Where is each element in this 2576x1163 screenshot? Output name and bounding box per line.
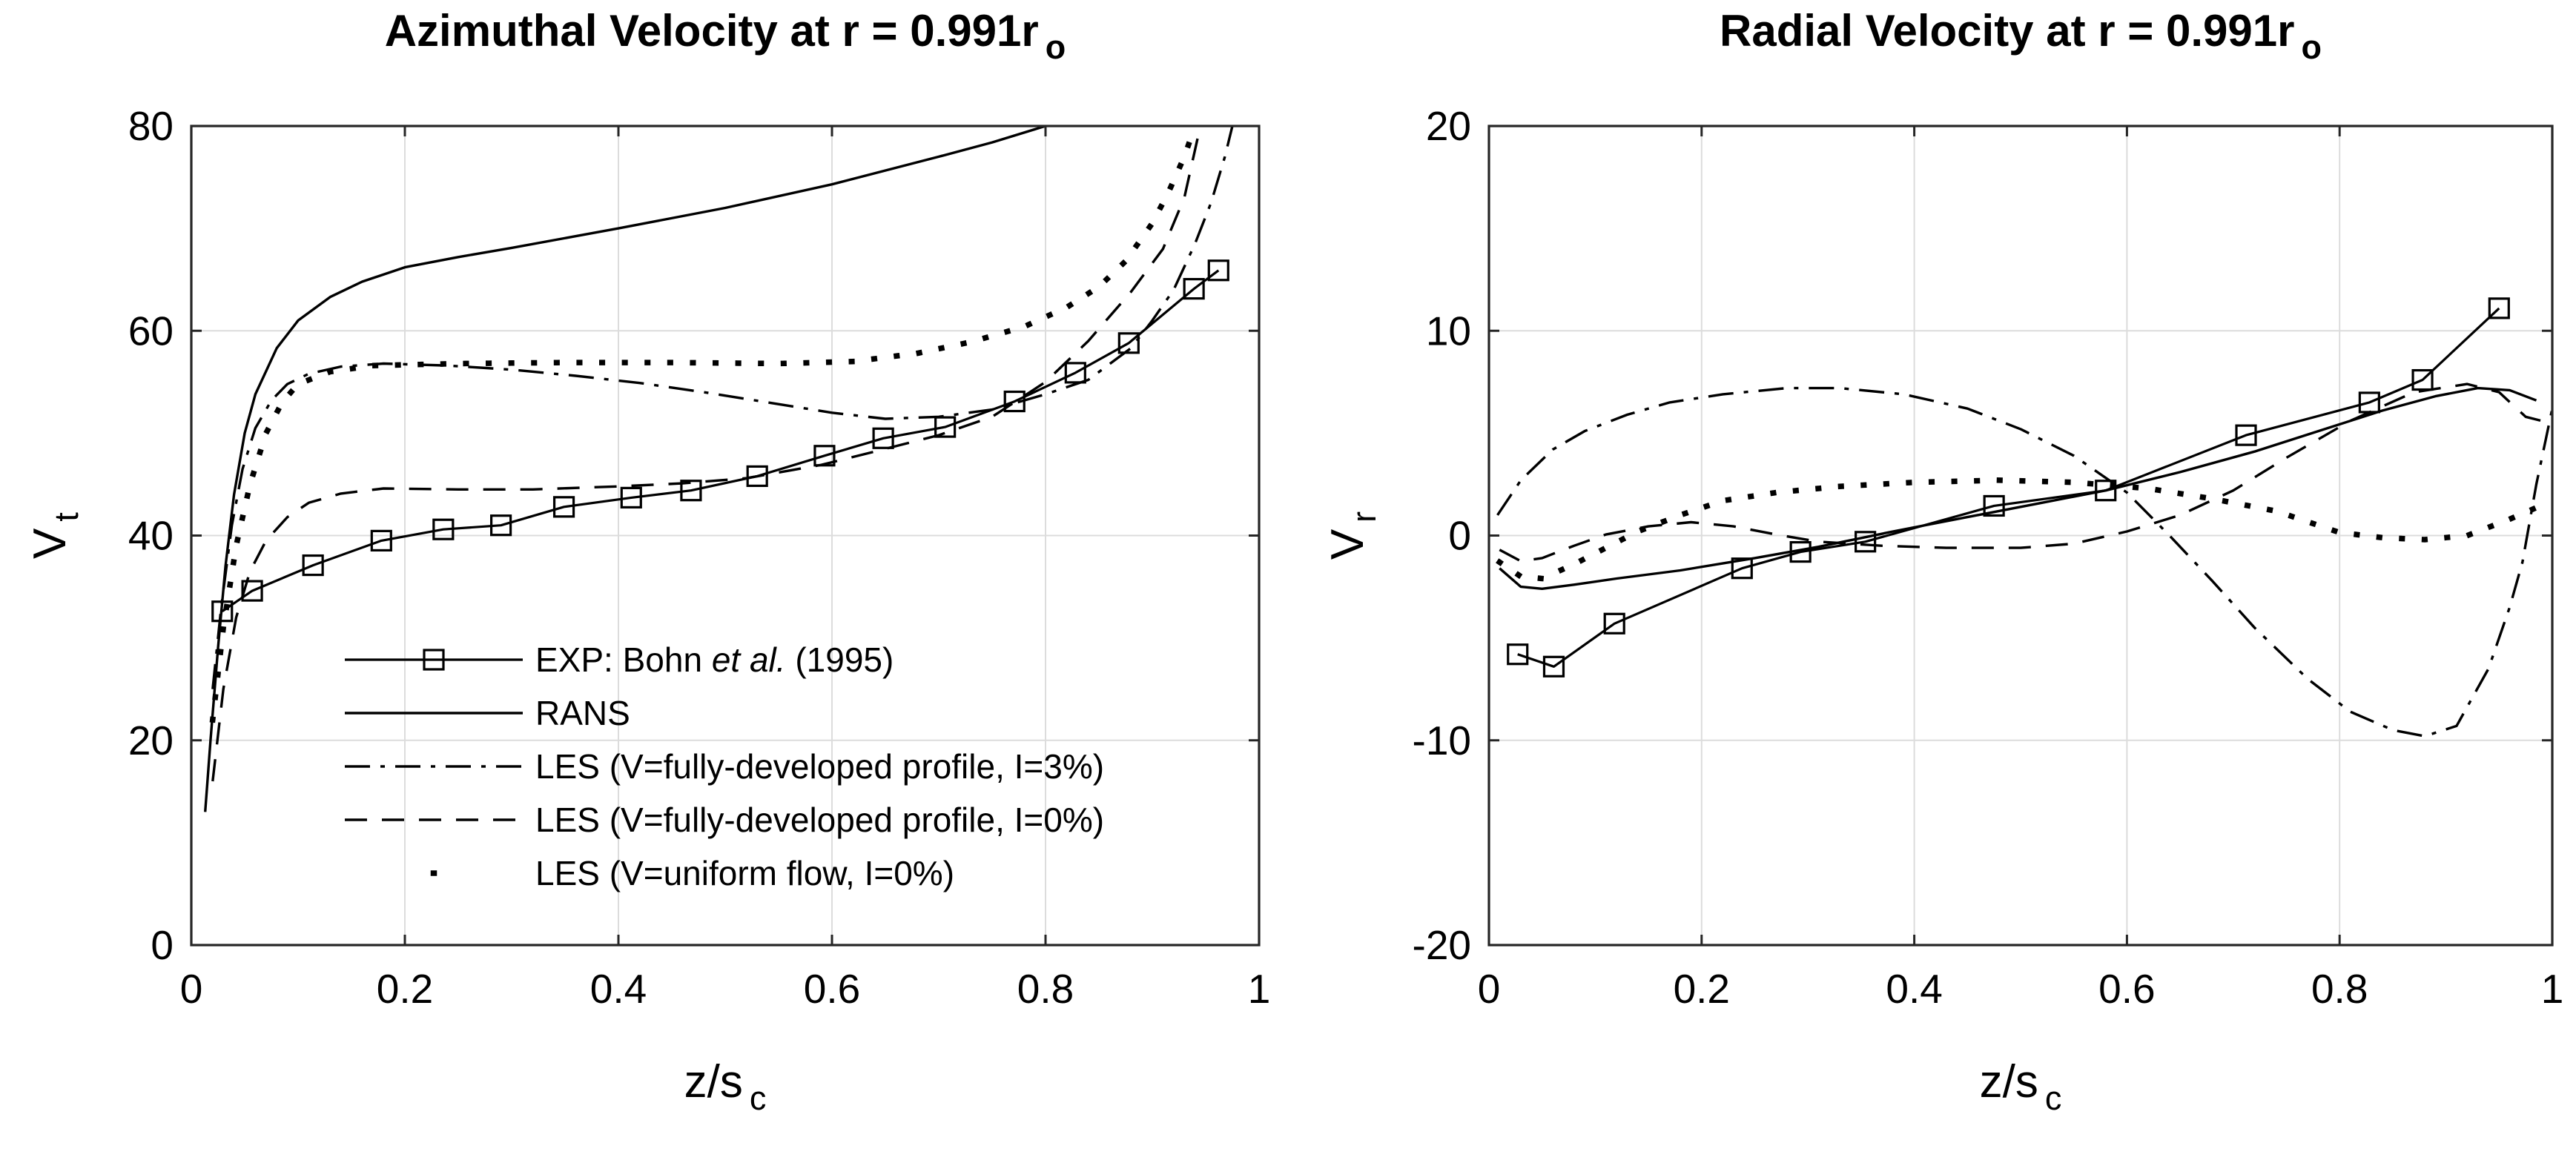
square-marker: [432, 518, 455, 540]
legend-square-marker: [423, 649, 445, 671]
square-marker: [1603, 612, 1625, 634]
grid-radial: [1489, 126, 2552, 945]
ytick-label: 20: [1426, 103, 1471, 149]
square-marker: [1117, 332, 1140, 354]
ytick-label: 0: [151, 922, 174, 968]
xtick-label: 0.4: [590, 966, 647, 1012]
axes-azimuthal: [190, 125, 1261, 947]
square-marker: [1542, 655, 1565, 677]
square-marker: [2488, 297, 2510, 319]
legend-label: EXP: Bohn et al. (1995): [535, 640, 894, 679]
ytick-label: 60: [128, 308, 174, 354]
curve: [1499, 382, 2543, 563]
y-axis-label-radial: V r: [1322, 511, 1383, 560]
square-marker: [241, 580, 263, 602]
series-azimuthal-solid: [204, 125, 1046, 812]
legend-item-solid: RANS: [345, 694, 630, 732]
xtick-label: 0.4: [1886, 966, 1942, 1012]
square-marker: [872, 427, 894, 449]
curve: [1496, 386, 2554, 738]
xtick-label: 0.8: [2311, 966, 2368, 1012]
series-radial-solid: [1499, 386, 2537, 590]
series-azimuthal-dashdot: [211, 125, 1234, 689]
square-marker: [1507, 643, 1529, 666]
square-marker: [746, 465, 768, 487]
square-marker: [489, 514, 512, 537]
chart-title-azimuthal: Azimuthal Velocity at r = 0.991r o: [385, 6, 1066, 66]
square-marker: [1983, 494, 2005, 517]
legend-item-dashed: LES (V=fully-developed profile, I=0%): [345, 801, 1104, 839]
grid-azimuthal: [191, 126, 1259, 945]
xtick-label: 0.2: [1674, 966, 1730, 1012]
legend-item-solid-square: EXP: Bohn et al. (1995): [345, 640, 894, 679]
legend: EXP: Bohn et al. (1995) RANS LES (V=fully-…: [345, 640, 1104, 892]
square-marker: [620, 486, 642, 508]
chart-azimuthal: 0 0.2 0.4 0.6 0.8 1 0 20 40 60 80 Azimuthal Velocit…: [24, 6, 1270, 1117]
legend-label: LES (V=fully-developed profile, I=3%): [535, 747, 1104, 786]
square-marker: [2235, 424, 2257, 446]
curve: [204, 125, 1046, 812]
square-marker: [2095, 480, 2117, 502]
xtick-label: 0.8: [1017, 966, 1074, 1012]
xtick-label: 0: [180, 966, 203, 1012]
curve: [211, 125, 1202, 782]
ytick-label: 80: [128, 103, 174, 149]
curve: [1496, 477, 2556, 582]
chart-radial: 0 0.2 0.4 0.6 0.8 1 -20 -10 0 10 20 Radial Velocity…: [1322, 6, 2563, 1117]
ytick-label: 10: [1426, 308, 1471, 354]
series-azimuthal-solid-square: [211, 259, 1229, 623]
series-radial-dashdot: [1496, 386, 2554, 738]
xtick-label: 0: [1478, 966, 1501, 1012]
square-marker: [1064, 362, 1086, 384]
xtick-label: 1: [2541, 966, 2564, 1012]
tick-labels-azimuthal: 0 0.2 0.4 0.6 0.8 1 0 20 40 60 80: [128, 103, 1270, 1012]
square-marker: [2411, 368, 2434, 391]
axes-radial: [1487, 125, 2554, 947]
tick-labels-radial: 0 0.2 0.4 0.6 0.8 1 -20 -10 0 10 20: [1413, 103, 2564, 1012]
legend-label: LES (V=uniform flow, I=0%): [535, 854, 954, 892]
xtick-label: 0.2: [377, 966, 433, 1012]
ytick-label: -10: [1413, 718, 1472, 763]
square-marker: [302, 554, 324, 577]
y-axis-label-azimuthal: V t: [24, 512, 85, 559]
curve: [1499, 386, 2537, 590]
square-marker: [934, 416, 957, 438]
legend-label: LES (V=fully-developed profile, I=0%): [535, 801, 1104, 839]
series-azimuthal-dashed: [211, 125, 1202, 782]
legend-item-dashdot: LES (V=fully-developed profile, I=3%): [345, 747, 1104, 786]
square-marker: [370, 529, 392, 552]
legend-item-dotted: LES (V=uniform flow, I=0%): [430, 854, 954, 892]
xtick-label: 0.6: [2098, 966, 2155, 1012]
xtick-label: 1: [1248, 966, 1271, 1012]
square-marker: [1731, 557, 1753, 580]
ytick-label: -20: [1413, 922, 1472, 968]
curve: [211, 125, 1234, 689]
ytick-label: 0: [1448, 513, 1471, 559]
x-axis-label-azimuthal: z/s c: [684, 1056, 767, 1117]
series-radial-dotted: [1496, 477, 2556, 582]
square-marker: [680, 480, 702, 502]
series-radial-dashed: [1499, 382, 2543, 563]
legend-label: RANS: [535, 694, 630, 732]
ytick-label: 40: [128, 513, 174, 559]
square-marker: [1855, 531, 1877, 553]
square-marker: [1207, 259, 1229, 282]
square-marker: [1183, 278, 1205, 300]
xtick-label: 0.6: [804, 966, 860, 1012]
chart-title-radial: Radial Velocity at r = 0.991r o: [1720, 6, 2322, 66]
square-marker: [552, 496, 575, 518]
ytick-label: 20: [128, 718, 174, 763]
x-axis-label-radial: z/s c: [1980, 1056, 2062, 1117]
